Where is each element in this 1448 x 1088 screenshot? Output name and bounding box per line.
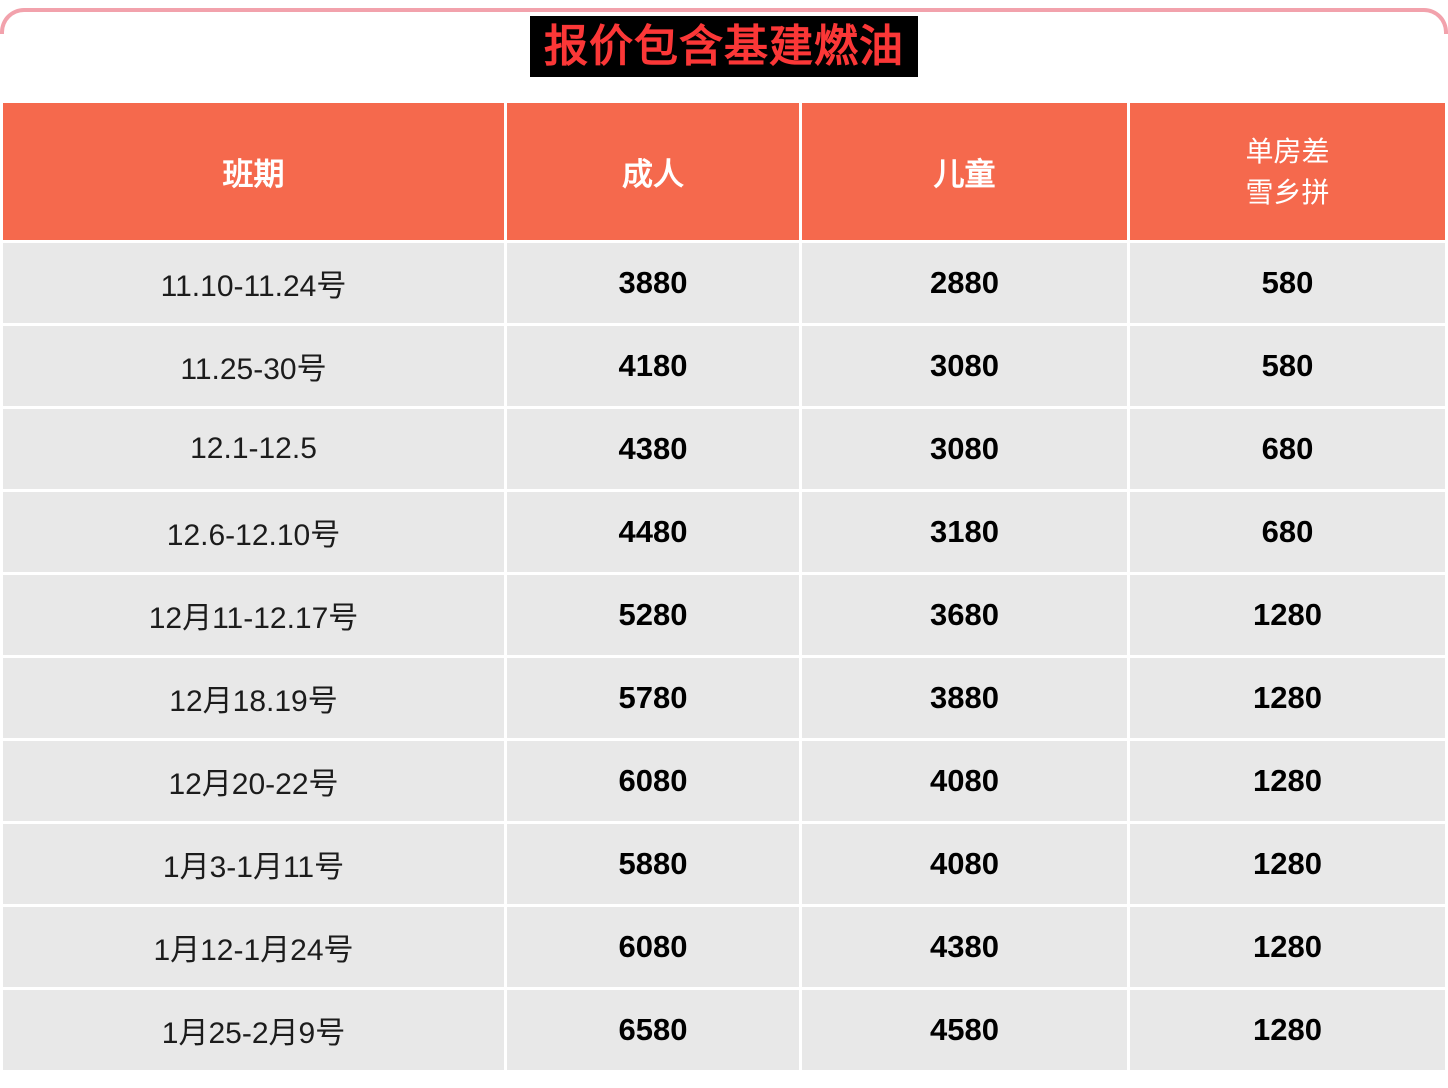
single-room-price-cell: 580	[1130, 326, 1445, 407]
adult-price-cell: 4480	[507, 492, 799, 573]
child-price-cell: 4080	[802, 824, 1127, 905]
date-cell: 12月18.19号	[3, 658, 504, 739]
single-room-price-cell: 1280	[1130, 575, 1445, 656]
child-price-cell: 3880	[802, 658, 1127, 739]
adult-price-cell: 5880	[507, 824, 799, 905]
child-price-cell: 4080	[802, 741, 1127, 822]
page-header: 报价包含基建燃油	[0, 0, 1448, 78]
header-schedule: 班期	[3, 103, 504, 241]
child-price-cell: 2880	[802, 243, 1127, 324]
child-price-cell: 4580	[802, 990, 1127, 1071]
date-cell: 12.6-12.10号	[3, 492, 504, 573]
adult-price-cell: 6080	[507, 907, 799, 988]
page-title: 报价包含基建燃油	[530, 16, 918, 78]
single-room-price-cell: 680	[1130, 409, 1445, 490]
date-cell: 12.1-12.5	[3, 409, 504, 490]
single-room-price-cell: 680	[1130, 492, 1445, 573]
adult-price-cell: 5780	[507, 658, 799, 739]
single-room-price-cell: 1280	[1130, 824, 1445, 905]
header-single-room-line1: 单房差	[1245, 135, 1330, 167]
date-cell: 11.25-30号	[3, 326, 504, 407]
child-price-cell: 3080	[802, 326, 1127, 407]
adult-price-cell: 6080	[507, 741, 799, 822]
single-room-price-cell: 1280	[1130, 907, 1445, 988]
child-price-cell: 3680	[802, 575, 1127, 656]
date-cell: 11.10-11.24号	[3, 243, 504, 324]
date-cell: 12月20-22号	[3, 741, 504, 822]
date-cell: 12月11-12.17号	[3, 575, 504, 656]
single-room-price-cell: 1280	[1130, 658, 1445, 739]
child-price-cell: 4380	[802, 907, 1127, 988]
adult-price-cell: 3880	[507, 243, 799, 324]
adult-price-cell: 4380	[507, 409, 799, 490]
date-cell: 1月3-1月11号	[3, 824, 504, 905]
child-price-cell: 3080	[802, 409, 1127, 490]
child-price-cell: 3180	[802, 492, 1127, 573]
date-cell: 1月25-2月9号	[3, 990, 504, 1071]
single-room-price-cell: 580	[1130, 243, 1445, 324]
header-adult: 成人	[507, 103, 799, 241]
adult-price-cell: 6580	[507, 990, 799, 1071]
adult-price-cell: 5280	[507, 575, 799, 656]
header-single-room-line2: 雪乡拼	[1245, 176, 1330, 208]
header-single-room: 单房差 雪乡拼	[1130, 103, 1445, 241]
date-cell: 1月12-1月24号	[3, 907, 504, 988]
price-table: 班期 成人 儿童 单房差 雪乡拼 11.10-11.24号 3880 2880 …	[3, 103, 1445, 1071]
single-room-price-cell: 1280	[1130, 990, 1445, 1071]
adult-price-cell: 4180	[507, 326, 799, 407]
header-child: 儿童	[802, 103, 1127, 241]
single-room-price-cell: 1280	[1130, 741, 1445, 822]
